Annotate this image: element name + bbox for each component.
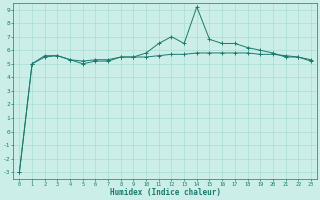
X-axis label: Humidex (Indice chaleur): Humidex (Indice chaleur) <box>110 188 220 197</box>
